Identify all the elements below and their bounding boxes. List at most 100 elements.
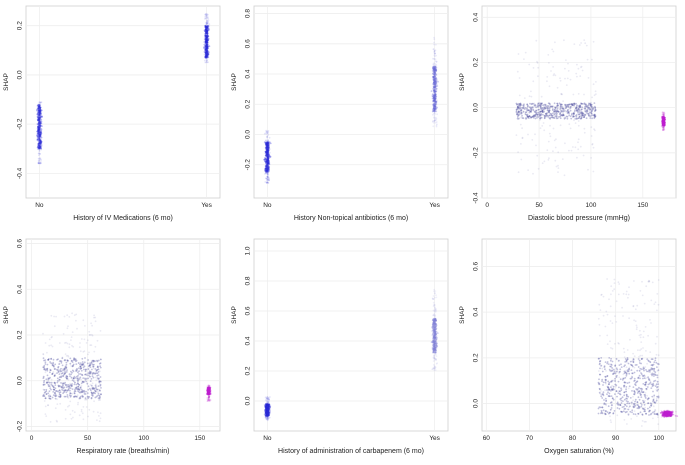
data-point — [435, 85, 437, 88]
data-point — [98, 420, 101, 423]
data-point — [91, 375, 94, 378]
data-point — [663, 119, 666, 121]
data-point — [432, 107, 435, 109]
data-point — [62, 387, 65, 390]
data-point — [207, 392, 210, 394]
data-point — [89, 389, 92, 391]
data-point — [435, 309, 437, 312]
data-point — [267, 411, 270, 413]
data-point — [207, 56, 209, 59]
data-point — [435, 101, 438, 103]
data-point — [207, 399, 210, 402]
data-point — [204, 30, 206, 33]
data-point — [434, 80, 436, 83]
data-point — [77, 403, 79, 406]
data-point — [209, 390, 212, 393]
data-point — [576, 117, 578, 120]
data-point — [433, 330, 436, 332]
data-point — [97, 374, 100, 376]
data-point — [434, 334, 436, 337]
data-point — [520, 104, 523, 106]
data-point — [73, 390, 76, 393]
data-point — [434, 318, 436, 321]
data-point — [207, 385, 210, 388]
data-point — [267, 177, 270, 179]
data-point — [662, 127, 665, 130]
data-point — [39, 143, 42, 146]
data-point — [433, 83, 435, 86]
data-point — [38, 111, 41, 114]
data-point — [99, 330, 102, 332]
data-point — [265, 143, 268, 146]
data-point — [208, 388, 211, 391]
data-point — [267, 162, 269, 165]
data-point — [267, 158, 269, 161]
data-point — [207, 387, 210, 390]
data-point — [206, 47, 208, 50]
data-point — [67, 389, 69, 391]
data-point — [532, 108, 534, 111]
data-point — [432, 103, 435, 105]
data-point — [434, 333, 437, 336]
data-point — [265, 147, 268, 149]
data-point — [266, 155, 268, 158]
data-point — [266, 410, 269, 413]
data-point — [267, 407, 270, 410]
data-point — [36, 146, 39, 149]
data-point — [72, 370, 75, 373]
data-point — [208, 388, 211, 391]
data-point — [39, 112, 42, 115]
data-point — [663, 121, 665, 124]
data-point — [266, 153, 268, 155]
data-point — [265, 145, 268, 147]
data-point — [38, 107, 40, 110]
data-point — [207, 385, 210, 387]
data-point — [663, 123, 666, 126]
data-point — [207, 391, 209, 394]
data-point — [563, 39, 565, 42]
data-point — [431, 297, 434, 300]
data-point — [92, 391, 95, 394]
data-point — [38, 116, 40, 119]
data-point — [525, 111, 528, 113]
data-point — [432, 318, 434, 321]
data-point — [264, 150, 267, 153]
data-point — [94, 376, 97, 379]
scatter-series — [263, 396, 272, 422]
data-point — [265, 146, 268, 148]
data-point — [562, 114, 565, 117]
data-point — [565, 105, 568, 108]
data-point — [45, 382, 48, 384]
data-point — [432, 329, 434, 332]
data-point — [663, 122, 665, 125]
data-point — [266, 151, 269, 154]
data-point — [207, 387, 210, 390]
data-point — [205, 21, 208, 24]
data-point — [208, 391, 210, 394]
data-point — [538, 112, 541, 115]
data-point — [38, 141, 41, 144]
data-point — [37, 114, 40, 117]
data-point — [663, 117, 666, 120]
data-point — [204, 35, 207, 37]
data-point — [435, 332, 437, 335]
data-point — [622, 347, 625, 350]
data-point — [587, 106, 589, 109]
data-point — [588, 108, 591, 111]
data-point — [433, 50, 436, 53]
data-point — [433, 322, 436, 324]
data-point — [433, 71, 436, 73]
data-point — [75, 313, 78, 316]
data-point — [266, 179, 269, 181]
data-point — [207, 394, 210, 396]
data-point — [436, 79, 438, 82]
data-point — [266, 408, 268, 411]
data-point — [38, 125, 41, 128]
data-point — [38, 142, 41, 145]
data-point — [267, 166, 269, 169]
data-point — [434, 331, 436, 334]
data-point — [97, 359, 100, 362]
data-point — [208, 390, 211, 393]
data-point — [206, 43, 208, 46]
data-point — [434, 340, 437, 342]
